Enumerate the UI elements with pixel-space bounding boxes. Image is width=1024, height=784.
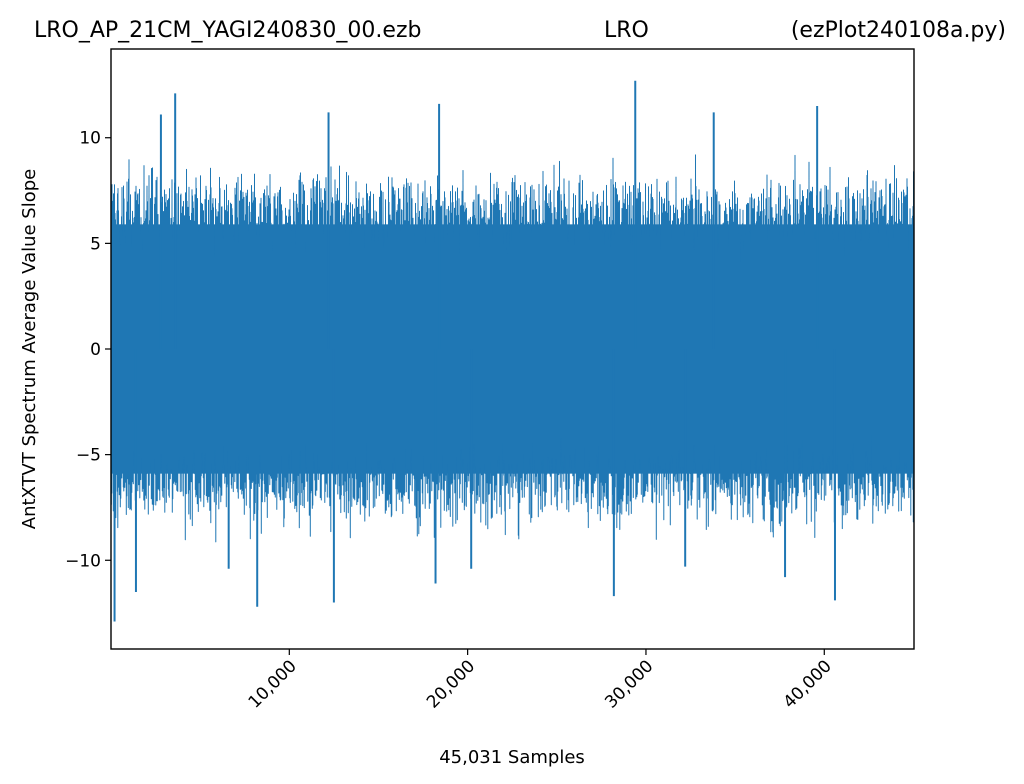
- y-tick-label: 10: [79, 129, 101, 149]
- series-line: [110, 150, 915, 543]
- y-axis: −10 −5 0 5 10: [65, 129, 111, 571]
- y-tick-label: −10: [65, 551, 101, 571]
- y-tick-label: 0: [90, 340, 101, 360]
- x-tick-label: 20,000: [423, 656, 479, 712]
- y-tick-label: −5: [76, 446, 101, 466]
- x-tick-label: 40,000: [780, 656, 836, 712]
- chart-title-file: LRO_AP_21CM_YAGI240830_00.ezb: [34, 18, 421, 43]
- y-tick-label: 5: [90, 234, 101, 254]
- x-tick-label: 30,000: [601, 656, 657, 712]
- x-tick-label: 10,000: [245, 656, 301, 712]
- plot-area: [110, 48, 915, 650]
- y-axis-label: AntXTVT Spectrum Average Value Slope: [19, 169, 40, 530]
- x-axis-label: 45,031 Samples: [439, 747, 585, 768]
- chart-title-script: (ezPlot240108a.py): [791, 18, 1006, 43]
- x-axis: 10,000 20,000 30,000 40,000: [245, 649, 836, 713]
- chart-title-station: LRO: [604, 18, 649, 43]
- spikes-layer: [113, 80, 836, 622]
